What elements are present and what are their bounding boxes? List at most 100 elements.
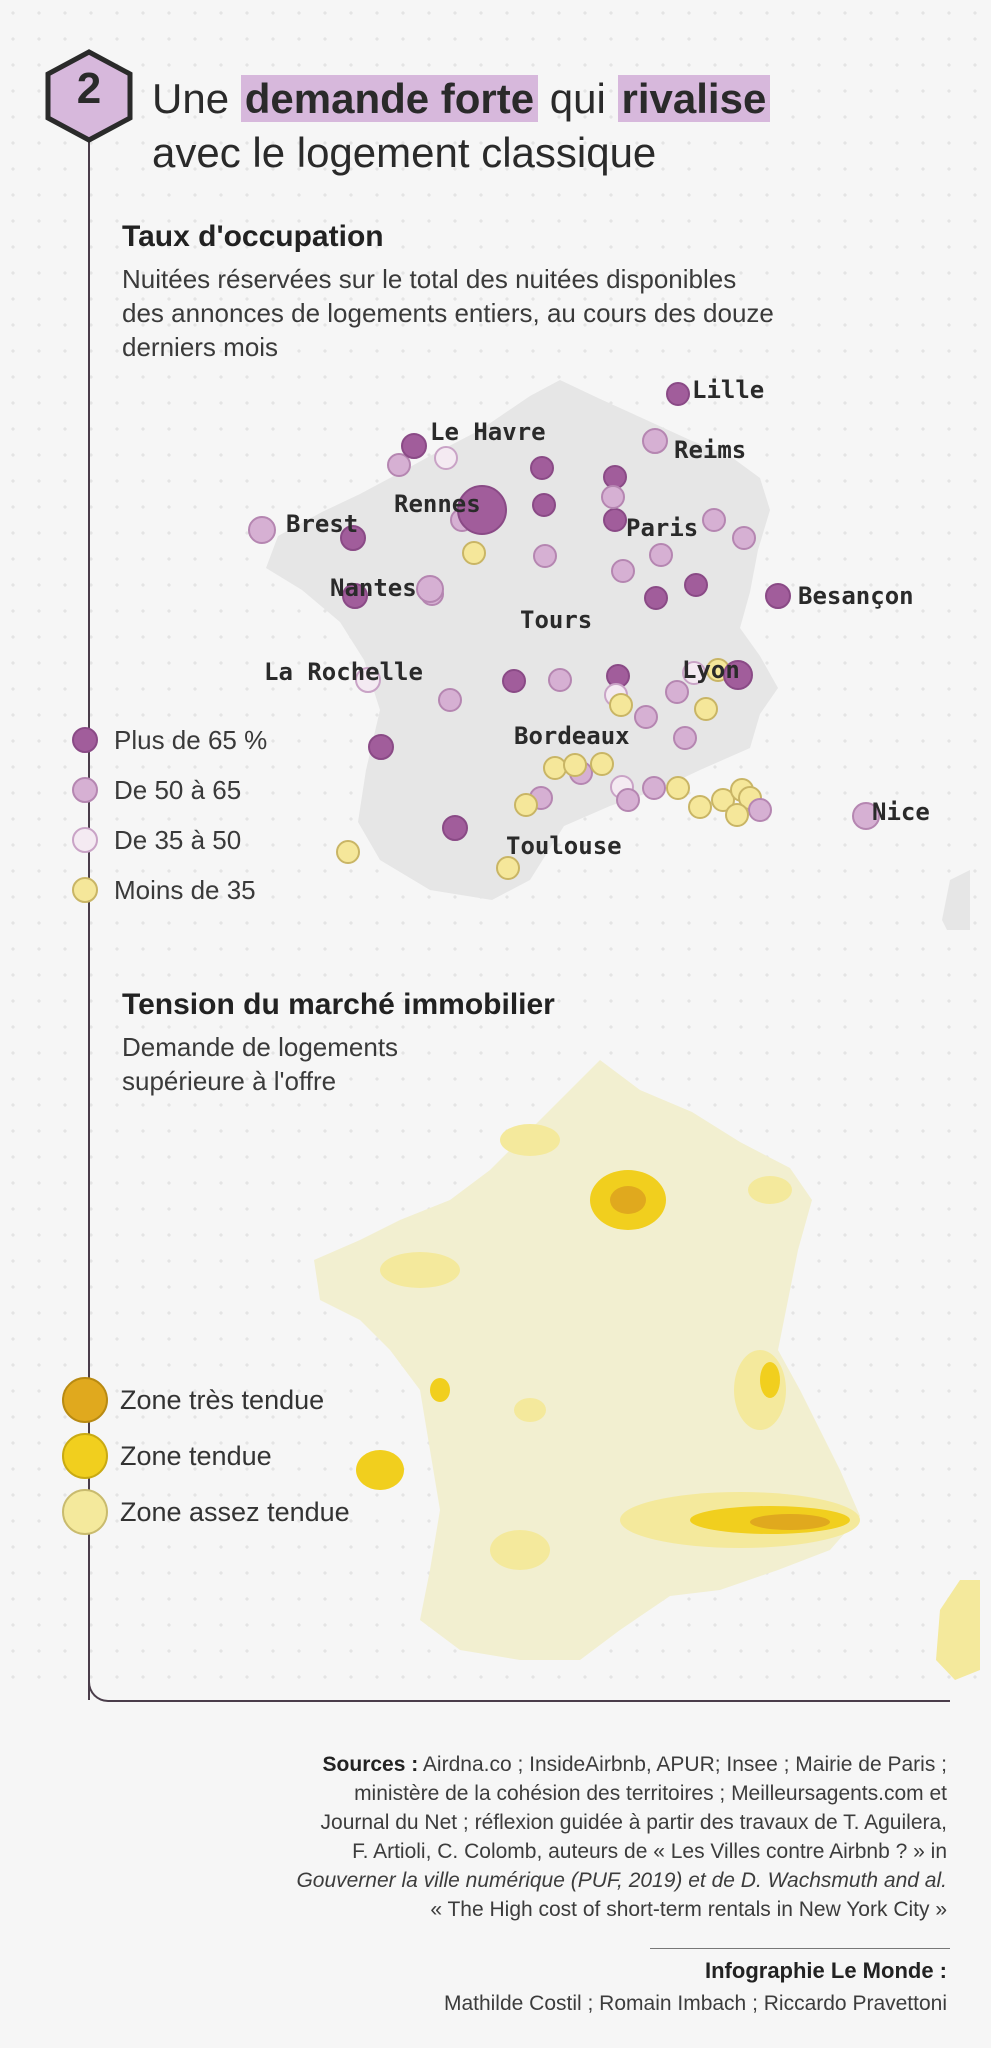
timeline-bottom-line: [108, 1700, 950, 1702]
map-dot: [711, 788, 735, 812]
legend-label: Plus de 65 %: [114, 724, 268, 755]
sources-line: F. Artioli, C. Colomb, auteurs de « Les …: [352, 1840, 947, 1863]
tension-desc-line: supérieure à l'offre: [122, 1066, 337, 1096]
legend-item-35-50: De 35 à 50: [72, 822, 241, 858]
legend-item-tres-tendue: Zone très tendue: [62, 1376, 324, 1424]
city-label-la-rochelle: La Rochelle: [264, 658, 423, 686]
city-dot: [248, 516, 276, 544]
map-dot: [644, 586, 668, 610]
map-dot: [634, 705, 658, 729]
legend-label: Zone tendue: [120, 1440, 272, 1471]
tension-desc-line: Demande de logements: [122, 1032, 399, 1062]
map-dot: [666, 776, 690, 800]
occupancy-desc-line: des annonces de logements entiers, au co…: [122, 298, 774, 328]
legend-dot-under-35: [72, 877, 98, 903]
map-dot: [732, 526, 756, 550]
city-dot: [723, 660, 753, 690]
legend-item-tendue: Zone tendue: [62, 1432, 272, 1480]
map-dot: [611, 559, 635, 583]
legend-label: Moins de 35: [114, 874, 256, 905]
city-label-reims: Reims: [674, 436, 746, 464]
map-dot: [688, 795, 712, 819]
legend-dot-tres-tendue: [62, 1377, 108, 1423]
city-label-brest: Brest: [286, 510, 358, 538]
city-dot: [442, 815, 468, 841]
occupancy-description: Nuitées réservées sur le total des nuité…: [122, 262, 774, 364]
city-label-le-havre: Le Havre: [430, 418, 546, 446]
legend-dot-tendue: [62, 1433, 108, 1479]
city-dot: [340, 525, 366, 551]
map-dot: [748, 798, 772, 822]
section-number: 2: [76, 64, 102, 113]
city-label-tours: Tours: [520, 606, 592, 634]
city-dot: [642, 428, 668, 454]
map-dot: [649, 543, 673, 567]
sources-line: Journal du Net ; réflexion guidée à part…: [320, 1811, 947, 1834]
sources-line: ministère de la cohésion des territoires…: [354, 1782, 947, 1805]
timeline-rail: [88, 130, 90, 1700]
map-dot: [563, 753, 587, 777]
occupancy-title: Taux d'occupation: [122, 220, 384, 253]
city-dot: [852, 802, 880, 830]
legend-item-50-65: De 50 à 65: [72, 772, 241, 808]
sources-label: Sources :: [322, 1753, 419, 1776]
map-dot: [673, 726, 697, 750]
legend-label: Zone très tendue: [120, 1384, 325, 1415]
corsica-shape: [942, 870, 970, 930]
title-text-1: Une: [152, 75, 230, 122]
city-dot: [416, 575, 444, 603]
credits-names: Mathilde Costil ; Romain Imbach ; Riccar…: [443, 1992, 947, 2015]
title-line-1: Une demande forte qui rivalise: [152, 72, 771, 126]
title-line-2: avec le logement classique: [152, 129, 657, 176]
tension-zones: [356, 1124, 860, 1570]
sources-line: Sources : Airdna.co ; InsideAirbnb, APUR…: [322, 1753, 947, 1776]
map-dot: [642, 776, 666, 800]
map-dot: [387, 453, 411, 477]
tension-description: Demande de logements supérieure à l'offr…: [122, 1030, 398, 1098]
map-dot: [694, 697, 718, 721]
map-dot: [532, 493, 556, 517]
city-dot: [401, 433, 427, 459]
map-dot: [496, 856, 520, 880]
title-text-2: qui: [549, 75, 606, 122]
occupancy-map: Lille Le Havre Reims Paris Brest Rennes …: [248, 376, 970, 930]
city-labels: Lille Le Havre Reims Paris Brest Rennes …: [264, 376, 930, 860]
city-label-nice: Nice: [872, 798, 930, 826]
city-label-rennes: Rennes: [394, 490, 481, 518]
legend-item-over-65: Plus de 65 %: [72, 722, 267, 758]
sources-line: Gouverner la ville numérique (PUF, 2019)…: [296, 1869, 947, 1892]
map-dot: [590, 752, 614, 776]
france-shape: [266, 380, 778, 900]
map-dot: [434, 446, 458, 470]
tension-map: [314, 1060, 980, 1680]
city-dot: [342, 583, 368, 609]
map-dot: [336, 840, 360, 864]
legend-label: De 50 à 65: [114, 774, 242, 805]
corsica-shape-tension: [936, 1580, 980, 1680]
legend-label: De 35 à 50: [114, 824, 242, 855]
france-shape-tension: [314, 1060, 860, 1660]
sources: Sources : Airdna.co ; InsideAirbnb, APUR…: [87, 1750, 947, 1924]
city-label-nantes: Nantes: [330, 574, 417, 602]
page-title: Une demande forte qui rivalise avec le l…: [152, 72, 771, 180]
map-dot: [665, 680, 689, 704]
credits-divider: [650, 1948, 950, 1949]
tension-title: Tension du marché immobilier: [122, 988, 555, 1021]
city-label-besancon: Besançon: [798, 582, 914, 610]
city-dot: [355, 667, 381, 693]
map-dot: [725, 803, 749, 827]
city-label-paris: Paris: [626, 514, 698, 542]
map-dot: [514, 793, 538, 817]
city-dot: [666, 382, 690, 406]
legend-dot-over-65: [72, 727, 98, 753]
title-highlight-1: demande forte: [240, 75, 539, 122]
map-dot: [702, 508, 726, 532]
city-label-lyon: Lyon: [682, 656, 740, 684]
city-label-lille: Lille: [692, 376, 764, 404]
map-dot: [603, 508, 627, 532]
map-dot: [438, 688, 462, 712]
map-dots: [248, 382, 880, 880]
map-dot: [533, 544, 557, 568]
city-dot: [368, 734, 394, 760]
map-dot: [502, 669, 526, 693]
